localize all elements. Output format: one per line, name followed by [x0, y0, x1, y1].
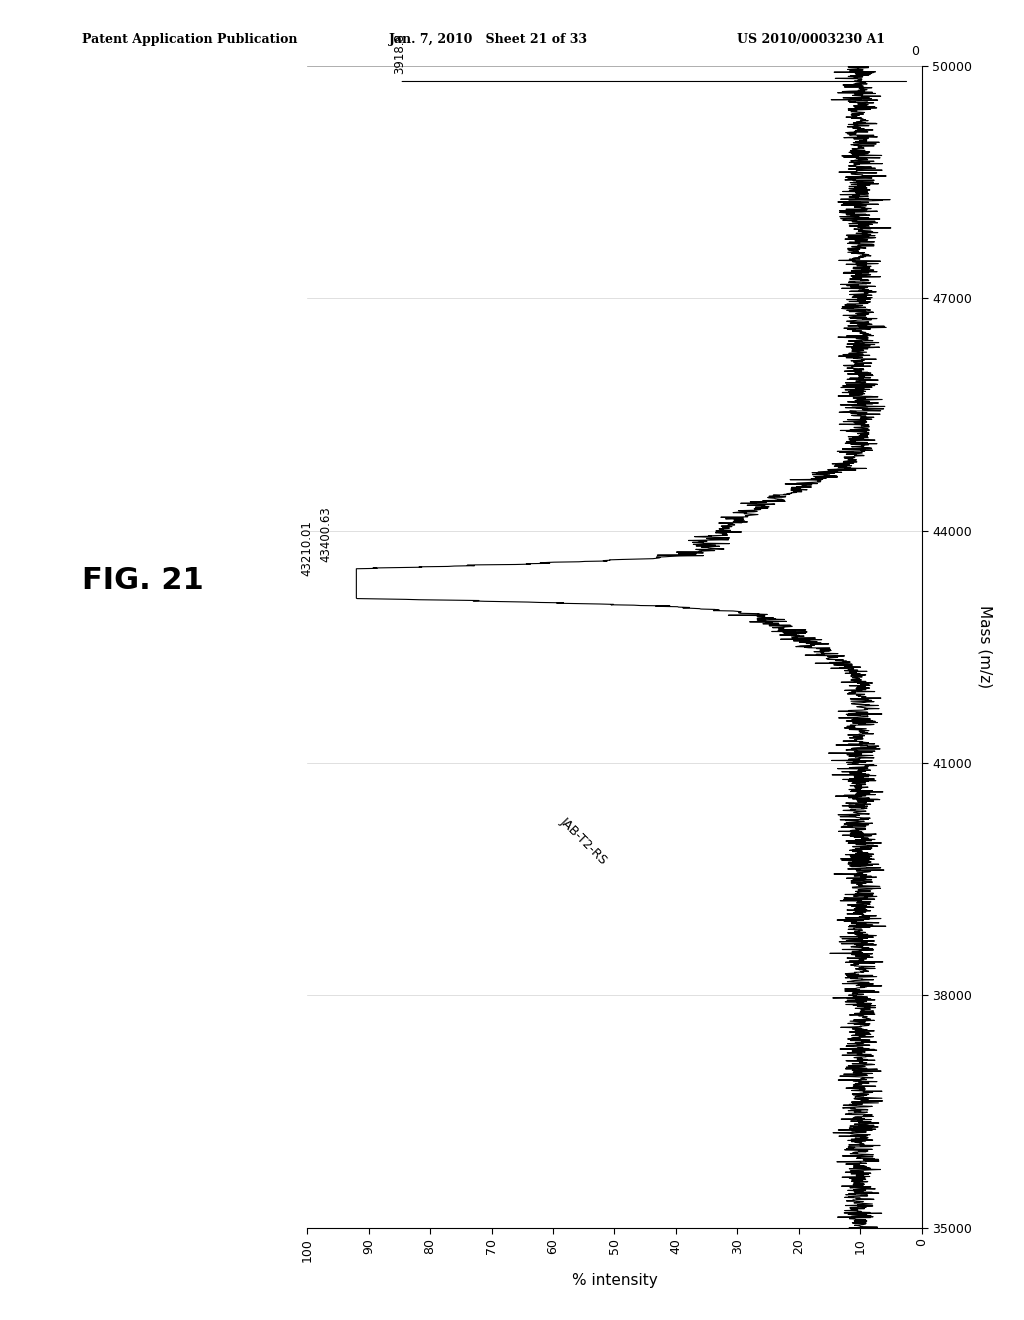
Y-axis label: Mass (m/z): Mass (m/z) [978, 606, 993, 688]
Text: 3918.8: 3918.8 [393, 33, 406, 74]
Text: 43400.63: 43400.63 [319, 506, 332, 561]
Text: Jan. 7, 2010   Sheet 21 of 33: Jan. 7, 2010 Sheet 21 of 33 [389, 33, 588, 46]
X-axis label: % intensity: % intensity [571, 1272, 657, 1288]
Text: Patent Application Publication: Patent Application Publication [82, 33, 297, 46]
Text: JAB-T2-RS: JAB-T2-RS [558, 814, 609, 866]
Text: 43210.01: 43210.01 [301, 520, 313, 577]
Text: FIG. 21: FIG. 21 [82, 566, 204, 595]
Text: US 2010/0003230 A1: US 2010/0003230 A1 [737, 33, 886, 46]
Text: 0: 0 [911, 45, 920, 58]
